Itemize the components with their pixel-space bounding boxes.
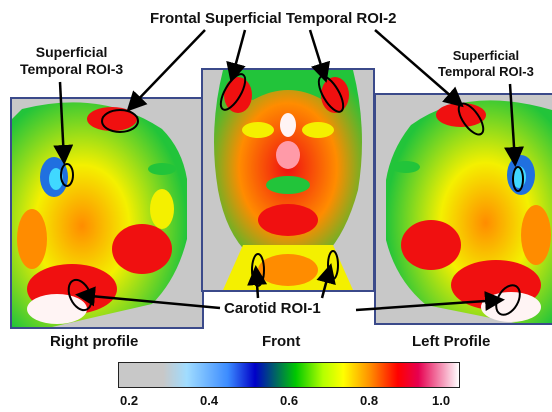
colorbar-tick-label: 0.4 <box>200 393 219 408</box>
colorbar-tick-label: 0.6 <box>280 393 299 408</box>
left-superficial-temporal-label: Superficial Temporal ROI-3 <box>20 44 123 78</box>
caption-front: Front <box>262 333 301 350</box>
caption-left-profile: Left Profile <box>412 333 491 350</box>
carotid-roi-1-label: Carotid ROI-1 <box>224 300 321 317</box>
right-superficial-line1: Superficial <box>452 48 520 63</box>
colorbar <box>118 362 460 388</box>
colorbar-tick-label: 0.2 <box>120 393 139 408</box>
caption-right-profile: Right profile <box>50 333 139 350</box>
front-thermal-image <box>201 68 375 292</box>
left-superficial-line2: Temporal ROI-3 <box>20 61 124 77</box>
frontal-roi-2-label: Frontal Superficial Temporal ROI-2 <box>150 10 397 27</box>
colorbar-tick-label: 1.0 <box>432 393 451 408</box>
colorbar-tick-label: 0.8 <box>360 393 379 408</box>
left-superficial-line1: Superficial <box>35 44 108 60</box>
right-profile-thermal-image <box>10 97 204 329</box>
right-superficial-temporal-label: Superficial Temporal ROI-3 <box>438 48 534 80</box>
right-superficial-line2: Temporal ROI-3 <box>438 64 534 79</box>
